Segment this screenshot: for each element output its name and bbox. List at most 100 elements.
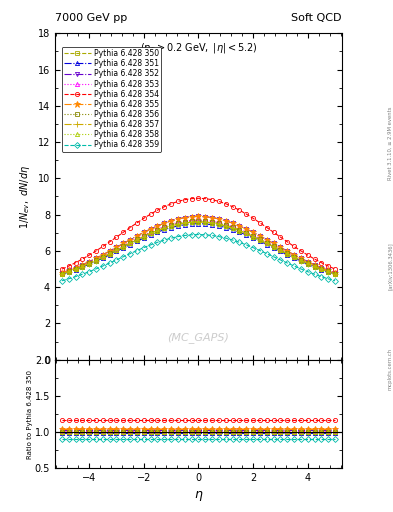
Pythia 6.428 353 (244, 229, 249, 235)
Pythia 6.428 355 (326, 267, 331, 273)
Pythia 6.428 353 (148, 229, 153, 235)
Pythia 6.428 355 (278, 244, 283, 250)
Pythia 6.428 356 (305, 260, 310, 266)
Line: Pythia 6.428 352: Pythia 6.428 352 (60, 215, 337, 275)
Pythia 6.428 352 (87, 259, 92, 265)
Pythia 6.428 354 (264, 224, 269, 230)
Pythia 6.428 353 (264, 239, 269, 245)
Pythia 6.428 359 (66, 276, 71, 282)
Pythia 6.428 358 (155, 227, 160, 233)
Pythia 6.428 350 (73, 266, 78, 272)
Text: $(p_T > 0.2\ \mathrm{GeV},\ |\eta| < 5.2)$: $(p_T > 0.2\ \mathrm{GeV},\ |\eta| < 5.2… (140, 41, 257, 55)
Pythia 6.428 357 (148, 230, 153, 237)
Pythia 6.428 356 (101, 254, 105, 260)
Pythia 6.428 356 (59, 271, 64, 277)
Pythia 6.428 357 (244, 230, 249, 237)
Pythia 6.428 355 (87, 259, 92, 265)
Pythia 6.428 357 (285, 251, 290, 257)
Pythia 6.428 350 (271, 244, 276, 250)
Pythia 6.428 351 (59, 271, 64, 278)
Pythia 6.428 356 (333, 271, 338, 277)
Pythia 6.428 358 (87, 261, 92, 267)
Pythia 6.428 355 (230, 220, 235, 226)
Pythia 6.428 351 (305, 261, 310, 267)
Pythia 6.428 353 (162, 223, 167, 229)
Pythia 6.428 358 (162, 225, 167, 231)
Pythia 6.428 352 (312, 262, 317, 268)
Pythia 6.428 354 (312, 256, 317, 262)
Pythia 6.428 350 (135, 237, 140, 243)
Pythia 6.428 351 (66, 269, 71, 275)
Pythia 6.428 356 (94, 257, 98, 263)
Pythia 6.428 351 (73, 267, 78, 273)
Pythia 6.428 352 (292, 252, 296, 258)
Pythia 6.428 357 (59, 271, 64, 277)
Pythia 6.428 355 (224, 218, 228, 224)
Pythia 6.428 357 (224, 223, 228, 229)
Pythia 6.428 355 (319, 265, 324, 271)
Pythia 6.428 352 (162, 220, 167, 226)
Pythia 6.428 358 (203, 219, 208, 225)
Pythia 6.428 354 (257, 220, 262, 226)
Pythia 6.428 357 (319, 266, 324, 272)
Pythia 6.428 351 (257, 238, 262, 244)
Pythia 6.428 350 (107, 251, 112, 257)
Pythia 6.428 358 (107, 251, 112, 257)
Pythia 6.428 353 (87, 260, 92, 266)
Pythia 6.428 359 (141, 245, 146, 251)
Pythia 6.428 350 (264, 240, 269, 246)
Pythia 6.428 354 (326, 263, 331, 269)
Pythia 6.428 357 (305, 261, 310, 267)
Pythia 6.428 355 (162, 220, 167, 226)
Pythia 6.428 357 (114, 247, 119, 253)
Pythia 6.428 356 (107, 250, 112, 257)
Pythia 6.428 352 (155, 223, 160, 229)
Pythia 6.428 352 (285, 248, 290, 254)
Pythia 6.428 355 (155, 223, 160, 229)
Pythia 6.428 354 (73, 260, 78, 266)
Pythia 6.428 353 (59, 270, 64, 276)
Pythia 6.428 355 (101, 252, 105, 258)
Pythia 6.428 357 (162, 225, 167, 231)
Pythia 6.428 352 (257, 233, 262, 239)
Pythia 6.428 357 (189, 219, 194, 225)
Pythia 6.428 350 (257, 237, 262, 243)
Pythia 6.428 358 (305, 261, 310, 267)
Pythia 6.428 350 (333, 271, 338, 277)
Pythia 6.428 351 (121, 245, 126, 251)
Pythia 6.428 356 (148, 229, 153, 236)
Pythia 6.428 358 (299, 258, 303, 264)
Pythia 6.428 358 (278, 247, 283, 253)
Pythia 6.428 350 (66, 269, 71, 275)
Pythia 6.428 353 (169, 221, 173, 227)
Pythia 6.428 359 (182, 232, 187, 239)
Pythia 6.428 353 (176, 219, 180, 225)
Pythia 6.428 358 (271, 244, 276, 250)
Pythia 6.428 358 (59, 271, 64, 277)
Pythia 6.428 355 (182, 215, 187, 221)
Pythia 6.428 353 (278, 246, 283, 252)
Pythia 6.428 357 (155, 227, 160, 233)
Pythia 6.428 353 (141, 232, 146, 238)
Pythia 6.428 352 (333, 270, 338, 276)
Pythia 6.428 352 (319, 265, 324, 271)
Pythia 6.428 355 (264, 237, 269, 243)
Pythia 6.428 354 (176, 198, 180, 204)
Pythia 6.428 356 (264, 240, 269, 246)
Pythia 6.428 351 (326, 269, 331, 275)
Pythia 6.428 354 (244, 211, 249, 217)
Pythia 6.428 350 (203, 219, 208, 225)
Pythia 6.428 350 (224, 223, 228, 229)
Pythia 6.428 352 (203, 214, 208, 220)
Pythia 6.428 358 (312, 264, 317, 270)
Pythia 6.428 355 (148, 226, 153, 232)
Pythia 6.428 352 (230, 220, 235, 226)
Pythia 6.428 358 (292, 254, 296, 260)
Text: (MC_GAPS): (MC_GAPS) (167, 332, 230, 344)
Pythia 6.428 354 (319, 260, 324, 266)
Pythia 6.428 359 (203, 232, 208, 238)
Pythia 6.428 356 (114, 247, 119, 253)
Pythia 6.428 351 (101, 255, 105, 261)
Pythia 6.428 351 (237, 229, 242, 235)
Pythia 6.428 357 (128, 240, 132, 246)
